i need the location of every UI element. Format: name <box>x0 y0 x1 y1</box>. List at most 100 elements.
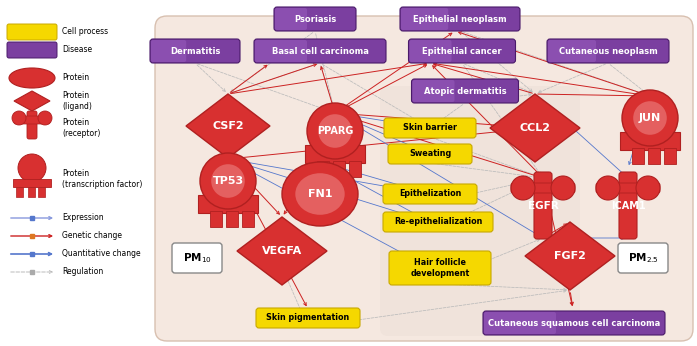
Circle shape <box>596 176 620 200</box>
FancyBboxPatch shape <box>618 243 668 273</box>
Text: Protein
(transcription factor): Protein (transcription factor) <box>62 169 142 189</box>
Polygon shape <box>237 217 327 285</box>
FancyBboxPatch shape <box>27 111 37 139</box>
FancyBboxPatch shape <box>333 161 345 177</box>
FancyBboxPatch shape <box>401 8 448 30</box>
Text: Epithelial neoplasm: Epithelial neoplasm <box>413 15 507 24</box>
Text: JUN: JUN <box>639 113 661 123</box>
FancyBboxPatch shape <box>620 132 680 150</box>
FancyBboxPatch shape <box>400 7 520 31</box>
Text: Protein
(receptor): Protein (receptor) <box>62 118 100 138</box>
FancyBboxPatch shape <box>275 8 307 30</box>
FancyBboxPatch shape <box>151 40 186 62</box>
FancyBboxPatch shape <box>484 312 556 334</box>
Text: CSF2: CSF2 <box>212 121 244 131</box>
Circle shape <box>633 101 667 135</box>
Circle shape <box>511 176 535 200</box>
FancyBboxPatch shape <box>349 161 361 177</box>
FancyBboxPatch shape <box>547 39 669 63</box>
Text: Cell process: Cell process <box>62 27 108 36</box>
FancyBboxPatch shape <box>389 251 491 285</box>
FancyBboxPatch shape <box>13 179 51 187</box>
Text: PM$_{2.5}$: PM$_{2.5}$ <box>627 251 659 265</box>
Text: PM$_{10}$: PM$_{10}$ <box>183 251 211 265</box>
Text: FGF2: FGF2 <box>554 251 586 261</box>
Text: Skin barrier: Skin barrier <box>403 124 457 133</box>
Text: Disease: Disease <box>62 46 92 55</box>
FancyBboxPatch shape <box>596 183 660 193</box>
FancyBboxPatch shape <box>483 311 665 335</box>
FancyBboxPatch shape <box>384 118 476 138</box>
Circle shape <box>12 111 26 125</box>
Text: Cutaneous neoplasm: Cutaneous neoplasm <box>558 46 657 55</box>
Text: Protein
(ligand): Protein (ligand) <box>62 91 92 111</box>
Text: FN1: FN1 <box>308 189 332 199</box>
Ellipse shape <box>282 162 358 226</box>
FancyBboxPatch shape <box>226 211 238 227</box>
FancyBboxPatch shape <box>155 16 693 341</box>
FancyBboxPatch shape <box>383 212 493 232</box>
Circle shape <box>38 111 52 125</box>
FancyBboxPatch shape <box>198 195 258 213</box>
Text: Cutaneous squamous cell carcinoma: Cutaneous squamous cell carcinoma <box>488 319 660 328</box>
Text: VEGFA: VEGFA <box>262 246 302 256</box>
FancyBboxPatch shape <box>38 187 45 197</box>
Text: Skin pigmentation: Skin pigmentation <box>266 313 350 322</box>
FancyBboxPatch shape <box>210 211 222 227</box>
FancyBboxPatch shape <box>14 116 50 124</box>
FancyBboxPatch shape <box>548 40 596 62</box>
FancyBboxPatch shape <box>388 144 472 164</box>
FancyBboxPatch shape <box>317 161 329 177</box>
FancyBboxPatch shape <box>380 86 580 336</box>
FancyBboxPatch shape <box>28 187 35 197</box>
Ellipse shape <box>296 173 345 215</box>
FancyBboxPatch shape <box>274 7 356 31</box>
FancyBboxPatch shape <box>534 172 552 239</box>
Circle shape <box>636 176 660 200</box>
Text: Hair follicle
development: Hair follicle development <box>411 258 470 278</box>
Polygon shape <box>490 94 580 162</box>
Circle shape <box>622 90 678 146</box>
Text: Quantitative change: Quantitative change <box>62 249 141 258</box>
Circle shape <box>551 176 575 200</box>
FancyBboxPatch shape <box>408 39 516 63</box>
FancyBboxPatch shape <box>242 211 254 227</box>
Text: Sweating: Sweating <box>409 149 451 158</box>
Text: Atopic dermatitis: Atopic dermatitis <box>424 86 506 95</box>
Polygon shape <box>14 91 50 111</box>
Text: Expression: Expression <box>62 213 104 222</box>
Text: PPARG: PPARG <box>317 126 353 136</box>
Circle shape <box>211 164 245 198</box>
Text: Psoriasis: Psoriasis <box>294 15 336 24</box>
FancyBboxPatch shape <box>410 40 452 62</box>
FancyBboxPatch shape <box>7 24 57 40</box>
FancyBboxPatch shape <box>413 80 454 102</box>
FancyBboxPatch shape <box>305 145 365 163</box>
Text: EGFR: EGFR <box>528 201 558 211</box>
Circle shape <box>18 154 46 182</box>
Text: Epithelization: Epithelization <box>399 190 461 199</box>
FancyBboxPatch shape <box>411 79 519 103</box>
FancyBboxPatch shape <box>172 243 222 273</box>
Text: CCL2: CCL2 <box>519 123 551 133</box>
Polygon shape <box>525 222 615 290</box>
FancyBboxPatch shape <box>511 183 575 193</box>
FancyBboxPatch shape <box>632 148 644 164</box>
Ellipse shape <box>9 68 55 88</box>
FancyBboxPatch shape <box>7 42 57 58</box>
Circle shape <box>319 114 352 148</box>
FancyBboxPatch shape <box>255 40 307 62</box>
Text: Basal cell carcinoma: Basal cell carcinoma <box>272 46 369 55</box>
Circle shape <box>200 153 256 209</box>
FancyBboxPatch shape <box>664 148 676 164</box>
Text: Regulation: Regulation <box>62 267 103 276</box>
Polygon shape <box>186 94 270 158</box>
Text: Epithelial cancer: Epithelial cancer <box>422 46 502 55</box>
Text: Re-epithelialization: Re-epithelialization <box>394 218 482 227</box>
FancyBboxPatch shape <box>256 308 360 328</box>
Circle shape <box>307 103 363 159</box>
Text: ICAM1: ICAM1 <box>611 201 645 211</box>
FancyBboxPatch shape <box>383 184 477 204</box>
Text: TP53: TP53 <box>213 176 243 186</box>
Text: Genetic change: Genetic change <box>62 231 122 240</box>
